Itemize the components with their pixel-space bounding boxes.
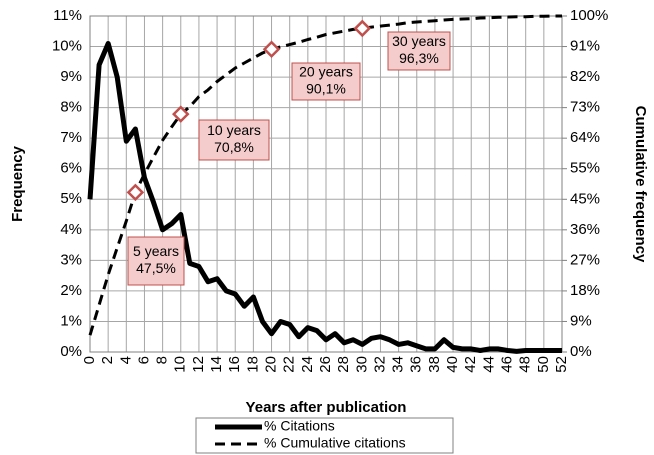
series-line [88, 14, 562, 336]
annotation-box [198, 119, 270, 161]
annotation-box [127, 236, 185, 286]
x-tick-label: 44 [480, 356, 497, 373]
x-tick-label: 8 [154, 356, 171, 364]
y-tick-label: 5% [60, 190, 82, 207]
annotation-text: 20 years [299, 64, 353, 80]
x-tick-label: 34 [390, 356, 407, 373]
annotation-text: 70,8% [214, 139, 254, 155]
annotation-marker [126, 183, 145, 202]
annotation-text: 5 years [133, 243, 179, 259]
x-tick-label: 42 [462, 356, 479, 373]
x-tick-label: 6 [135, 356, 152, 364]
x-tick-label: 18 [244, 356, 261, 373]
y-tick-label: 3% [60, 251, 82, 268]
y2-tick-label: 27% [570, 251, 600, 268]
x-tick-label: 22 [281, 356, 298, 373]
annotation-text: 96,3% [399, 50, 439, 66]
x-tick-label: 14 [208, 356, 225, 373]
series-line [87, 41, 562, 354]
annotation-text: 10 years [207, 122, 261, 138]
annotation-marker [353, 19, 372, 38]
y2-tick-label: 45% [570, 190, 600, 207]
y-tick-label: 7% [60, 129, 82, 146]
y2-tick-label: 91% [570, 38, 600, 55]
legend-box [195, 417, 454, 454]
x-tick-label: 20 [263, 356, 280, 373]
y-tick-label: 10% [52, 38, 82, 55]
x-tick-label: 16 [226, 356, 243, 373]
x-tick-label: 40 [444, 356, 461, 373]
y-tick-label: 4% [60, 221, 82, 238]
y-tick-label: 2% [60, 282, 82, 299]
annotation-marker [262, 40, 281, 59]
x-tick-label: 38 [426, 356, 443, 373]
annotation-box [291, 62, 361, 101]
x-tick-label: 48 [517, 356, 534, 373]
x-tick-label: 24 [299, 356, 316, 373]
x-tick-label: 0 [81, 356, 98, 364]
legend-label: % Citations [264, 418, 335, 434]
y2-tick-label: 9% [570, 312, 592, 329]
x-tick-label: 28 [335, 356, 352, 373]
x-tick-label: 46 [499, 356, 516, 373]
x-axis-label: Years after publication [246, 399, 407, 416]
x-tick-label: 50 [535, 356, 552, 373]
x-tick-label: 12 [190, 356, 207, 373]
x-tick-label: 26 [317, 356, 334, 373]
y2-tick-label: 0% [570, 343, 592, 360]
y2-tick-label: 82% [570, 68, 600, 85]
y-axis-label: Frequency [9, 145, 26, 222]
y2-tick-label: 64% [570, 129, 600, 146]
y-tick-label: 0% [60, 343, 82, 360]
y2-axis-label: Cumulative frequency [632, 106, 649, 263]
annotation-marker [172, 105, 190, 123]
x-tick-label: 10 [172, 356, 189, 373]
y-tick-label: 6% [60, 160, 82, 177]
y2-tick-label: 73% [570, 99, 600, 116]
annotation-text: 47,5% [136, 260, 176, 276]
y2-tick-label: 100% [570, 7, 608, 24]
y2-tick-label: 55% [570, 160, 600, 177]
x-tick-label: 30 [353, 356, 370, 373]
x-tick-label: 36 [408, 356, 425, 373]
annotation-box [387, 31, 451, 71]
y2-tick-label: 36% [570, 221, 600, 238]
y-tick-label: 9% [60, 68, 82, 85]
y-tick-label: 11% [53, 7, 82, 24]
legend-label: % Cumulative citations [264, 435, 406, 451]
x-tick-label: 2 [99, 356, 116, 364]
x-tick-label: 52 [553, 356, 570, 373]
annotation-text: 90,1% [306, 81, 346, 97]
y-tick-label: 8% [60, 99, 82, 116]
y2-tick-label: 18% [570, 282, 600, 299]
y-tick-label: 1% [60, 312, 82, 329]
x-tick-label: 4 [117, 356, 134, 364]
annotation-text: 30 years [392, 33, 446, 49]
x-tick-label: 32 [371, 356, 388, 373]
